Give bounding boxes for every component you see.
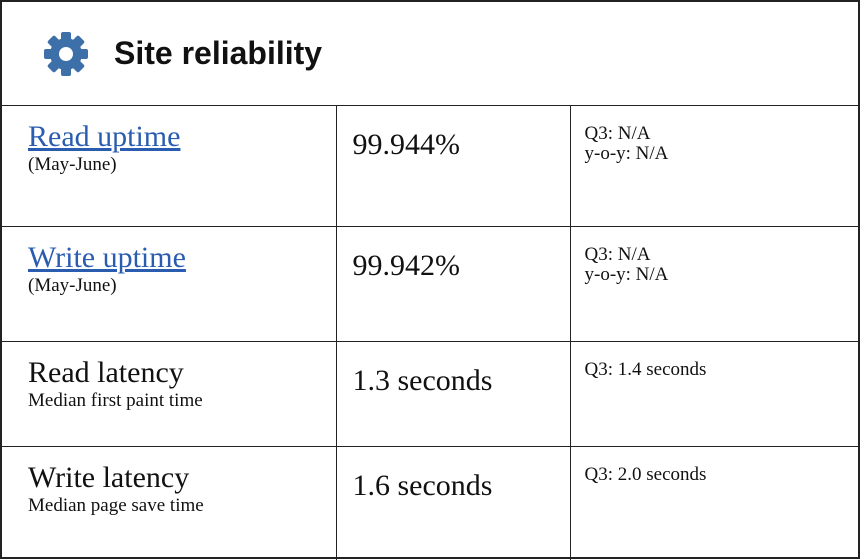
note: y-o-y: N/A (584, 143, 669, 164)
metric-label: Read latency (28, 355, 184, 389)
metric-value: 1.3 seconds (335, 340, 571, 447)
metric-sublabel: (May-June) (28, 274, 117, 296)
metric-cell: Write latency Median page save time (2, 445, 337, 560)
metric-link[interactable]: Read uptime (28, 120, 181, 153)
notes-cell: Q3: N/A y-o-y: N/A (569, 225, 858, 342)
metric-link[interactable]: Write uptime (28, 240, 186, 274)
metric-cell: Write uptime (May-June) (2, 225, 337, 342)
metric-label: Write latency (28, 460, 190, 494)
row: Read uptime (May-June) 99.944% Q3: N/A y-o-y… (2, 106, 858, 227)
notes-cell: Q3: 1.4 seconds (569, 340, 858, 447)
row: Read latency Median first paint time 1.3 s… (2, 340, 858, 447)
notes-cell: Q3: N/A y-o-y: N/A (569, 106, 858, 227)
metric-value: 99.944% (335, 106, 571, 227)
note: Q3: N/A (584, 243, 651, 265)
metric-cell: Read latency Median first paint time (2, 340, 337, 447)
metric-sublabel: Median first paint time (28, 389, 203, 411)
note: Q3: 2.0 seconds (584, 463, 707, 485)
metric-value: 99.942% (335, 225, 571, 342)
gear-icon (44, 31, 88, 76)
metric-cell: Read uptime (May-June) (2, 106, 337, 227)
metrics-table: Read uptime (May-June) 99.944% Q3: N/A y-o-y… (2, 106, 858, 560)
metric-sublabel: Median page save time (28, 494, 204, 516)
notes-cell: Q3: 2.0 seconds (569, 445, 858, 560)
metric-value: 1.6 seconds (335, 445, 571, 560)
metric-sublabel: (May-June) (28, 154, 117, 175)
note: y-o-y: N/A (584, 263, 669, 285)
row: Write uptime (May-June) 99.942% Q3: N/A y-o-… (2, 225, 858, 342)
row: Write latency Median page save time 1.6 se… (2, 445, 858, 560)
title: Site reliability (114, 35, 323, 71)
note: Q3: N/A (584, 123, 651, 144)
note: Q3: 1.4 seconds (584, 358, 707, 380)
header: Site reliability (2, 2, 858, 106)
